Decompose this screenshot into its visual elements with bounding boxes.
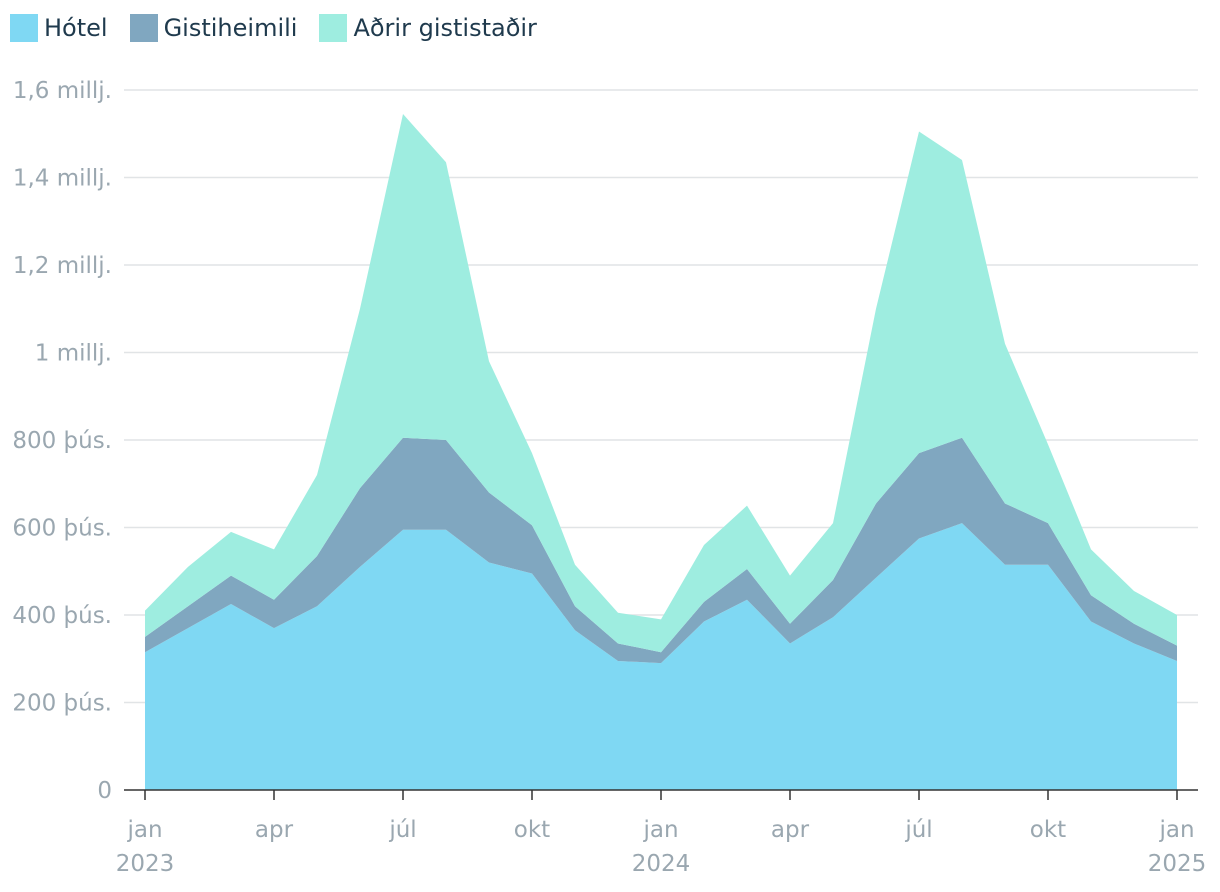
x-tick-year-label: 2023 (116, 851, 175, 877)
x-tick-label: apr (771, 817, 810, 843)
legend-item-hotel[interactable]: Hótel (10, 14, 108, 42)
y-tick-label: 0 (97, 778, 112, 804)
y-tick-label: 600 þús. (12, 516, 112, 542)
x-tick-label: jan (642, 817, 678, 843)
x-tick-label: júl (388, 817, 416, 843)
x-tick-label: okt (514, 817, 550, 843)
area-series-0[interactable] (145, 523, 1177, 790)
legend-label-hotel: Hótel (44, 14, 108, 42)
legend-item-gistiheimili[interactable]: Gistiheimili (129, 14, 298, 42)
x-tick-label: jan (1158, 817, 1194, 843)
legend-label-adrir: Aðrir gististaðir (353, 14, 537, 42)
y-tick-label: 400 þús. (12, 603, 112, 629)
x-tick-label: okt (1030, 817, 1066, 843)
legend-swatch-adrir (319, 14, 348, 42)
legend-label-gistiheimili: Gistiheimili (163, 14, 298, 42)
area-series-2[interactable] (145, 114, 1177, 653)
x-tick-year-label: 2025 (1148, 851, 1207, 877)
y-tick-label: 1 millj. (35, 341, 112, 367)
x-tick-label: jan (126, 817, 162, 843)
y-tick-label: 200 þús. (12, 691, 112, 717)
legend-item-adrir[interactable]: Aðrir gististaðir (319, 14, 537, 42)
legend: Hótel Gistiheimili Aðrir gististaðir (10, 14, 559, 42)
x-tick-label: júl (904, 817, 932, 843)
x-tick-label: apr (255, 817, 294, 843)
legend-swatch-hotel (10, 14, 38, 42)
y-tick-label: 1,2 millj. (13, 253, 112, 279)
area-series-1[interactable] (145, 437, 1177, 664)
legend-swatch-gistiheimili (129, 14, 158, 42)
y-tick-label: 1,4 millj. (13, 166, 112, 192)
x-tick-year-label: 2024 (632, 851, 691, 877)
y-tick-label: 800 þús. (12, 428, 112, 454)
y-tick-label: 1,6 millj. (13, 78, 112, 104)
